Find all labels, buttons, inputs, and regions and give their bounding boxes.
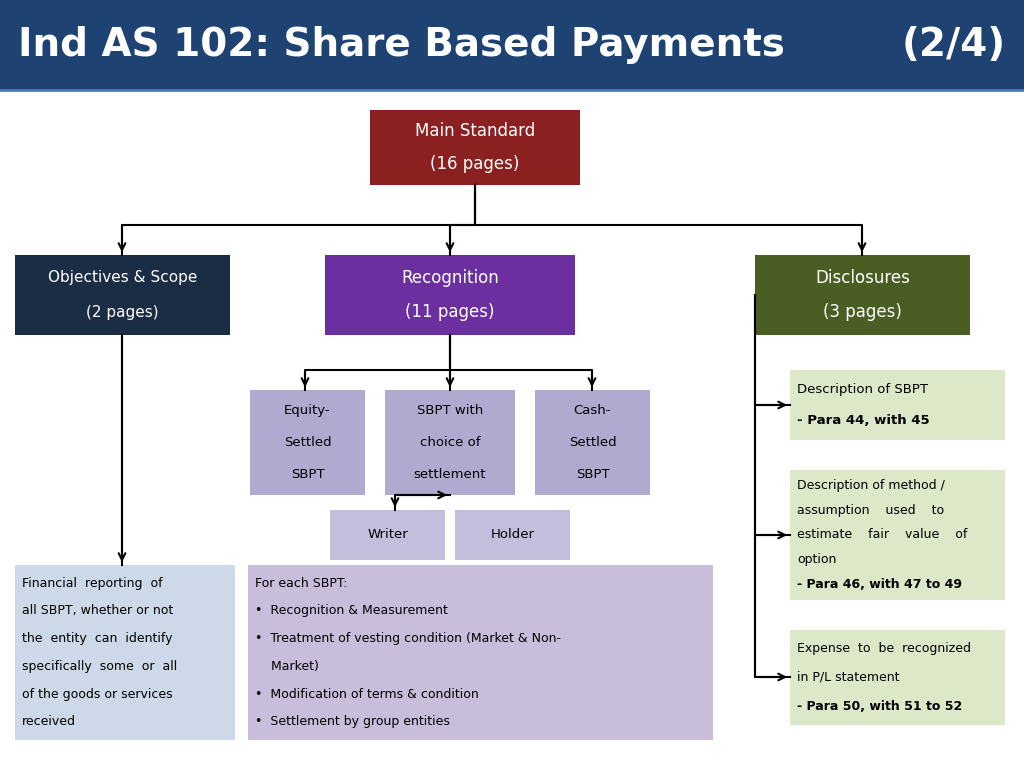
Text: assumption    used    to: assumption used to (797, 504, 944, 517)
Text: Holder: Holder (490, 528, 535, 541)
Text: Disclosures: Disclosures (815, 269, 910, 286)
Bar (790, 370, 1005, 440)
Text: (2 pages): (2 pages) (86, 305, 159, 320)
Text: specifically  some  or  all: specifically some or all (22, 660, 177, 673)
Text: all SBPT, whether or not: all SBPT, whether or not (22, 604, 173, 617)
Text: SBPT with: SBPT with (417, 404, 483, 417)
Text: For each SBPT:: For each SBPT: (255, 577, 347, 590)
Text: the  entity  can  identify: the entity can identify (22, 632, 172, 645)
Text: •  Treatment of vesting condition (Market & Non-: • Treatment of vesting condition (Market… (255, 632, 561, 645)
Text: (16 pages): (16 pages) (430, 155, 520, 173)
Text: Market): Market) (255, 660, 318, 673)
Bar (370, 110, 580, 185)
Text: Description of SBPT: Description of SBPT (797, 383, 928, 396)
Text: Financial  reporting  of: Financial reporting of (22, 577, 163, 590)
Text: - Para 50, with 51 to 52: - Para 50, with 51 to 52 (797, 700, 963, 713)
Text: Writer: Writer (368, 528, 408, 541)
Text: Settled: Settled (568, 436, 616, 449)
Text: Main Standard: Main Standard (415, 122, 536, 141)
Bar (790, 470, 1005, 600)
Text: •  Recognition & Measurement: • Recognition & Measurement (255, 604, 447, 617)
Text: - Para 44, with 45: - Para 44, with 45 (797, 414, 930, 427)
Text: Description of method /: Description of method / (797, 479, 945, 492)
Bar (790, 630, 1005, 725)
Text: •  Settlement by group entities: • Settlement by group entities (255, 716, 450, 728)
Text: Expense  to  be  recognized: Expense to be recognized (797, 642, 971, 655)
Text: SBPT: SBPT (291, 468, 325, 481)
Bar (535, 390, 650, 495)
Text: option: option (797, 553, 837, 566)
Bar (385, 390, 515, 495)
Bar (0, 90, 1024, 768)
Text: Objectives & Scope: Objectives & Scope (48, 270, 198, 285)
Bar (455, 510, 570, 560)
Text: Settled: Settled (284, 436, 332, 449)
Text: settlement: settlement (414, 468, 486, 481)
Text: SBPT: SBPT (575, 468, 609, 481)
Text: (2/4): (2/4) (902, 26, 1006, 64)
Bar (330, 510, 445, 560)
Text: of the goods or services: of the goods or services (22, 687, 173, 700)
Text: Cash-: Cash- (573, 404, 611, 417)
Text: Ind AS 102: Share Based Payments: Ind AS 102: Share Based Payments (18, 26, 784, 64)
Text: - Para 46, with 47 to 49: - Para 46, with 47 to 49 (797, 578, 962, 591)
Text: (3 pages): (3 pages) (823, 303, 902, 321)
Text: received: received (22, 716, 76, 728)
Text: estimate    fair    value    of: estimate fair value of (797, 528, 968, 541)
Bar (0, 0, 1024, 90)
Text: (11 pages): (11 pages) (406, 303, 495, 321)
Text: in P/L statement: in P/L statement (797, 671, 899, 684)
Text: Equity-: Equity- (285, 404, 331, 417)
Text: choice of: choice of (420, 436, 480, 449)
Bar (250, 390, 365, 495)
Bar (248, 565, 713, 740)
Bar (15, 255, 230, 335)
Bar (15, 565, 234, 740)
Text: •  Modification of terms & condition: • Modification of terms & condition (255, 687, 479, 700)
Text: Recognition: Recognition (401, 269, 499, 286)
Bar (755, 255, 970, 335)
Bar (325, 255, 575, 335)
